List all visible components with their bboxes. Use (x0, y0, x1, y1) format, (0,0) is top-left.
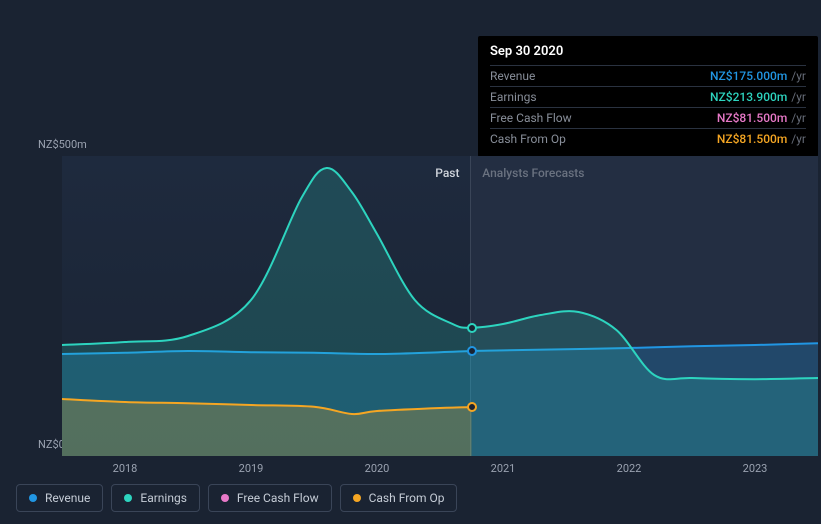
y-tick-max: NZ$500m (38, 138, 87, 151)
chart-marker (467, 402, 477, 412)
tooltip-metric-unit: /yr (791, 90, 806, 104)
x-tick: 2022 (617, 462, 642, 475)
tooltip-metric-label: Earnings (490, 90, 537, 104)
chart-marker (467, 323, 477, 333)
tooltip-metric-unit: /yr (791, 111, 806, 125)
x-tick: 2020 (365, 462, 390, 475)
past-label: Past (435, 166, 459, 180)
chart-marker (467, 346, 477, 356)
y-tick-min: NZ$0 (38, 438, 65, 451)
tooltip-row: Free Cash Flow NZ$81.500m/yr (490, 107, 806, 128)
legend-swatch (353, 494, 361, 502)
tooltip-metric-value: NZ$81.500m (717, 111, 787, 125)
legend-swatch (124, 494, 132, 502)
tooltip-row: Earnings NZ$213.900m/yr (490, 86, 806, 107)
tooltip-metric-label: Cash From Op (490, 132, 566, 146)
legend-label: Earnings (140, 491, 187, 505)
legend-item[interactable]: Earnings (111, 484, 200, 512)
legend-item[interactable]: Cash From Op (340, 484, 458, 512)
x-tick: 2019 (239, 462, 264, 475)
x-tick: 2023 (743, 462, 768, 475)
tooltip-row: Revenue NZ$175.000m/yr (490, 65, 806, 86)
tooltip-metric-label: Free Cash Flow (490, 111, 572, 125)
tooltip-metric-value: NZ$81.500m (717, 132, 787, 146)
chart-tooltip: Sep 30 2020 RevenueNZ$175.000m/yrEarning… (478, 36, 818, 157)
plot-area[interactable] (62, 156, 818, 456)
tooltip-metric-label: Revenue (490, 69, 535, 83)
tooltip-metric-value: NZ$213.900m (710, 90, 787, 104)
x-tick: 2021 (491, 462, 516, 475)
legend-label: Free Cash Flow (237, 491, 319, 505)
financial-chart: Sep 30 2020 RevenueNZ$175.000m/yrEarning… (16, 16, 805, 508)
tooltip-metric-value: NZ$175.000m (710, 69, 787, 83)
legend-swatch (29, 494, 37, 502)
legend-item[interactable]: Revenue (16, 484, 103, 512)
x-tick: 2018 (113, 462, 138, 475)
legend-item[interactable]: Free Cash Flow (208, 484, 332, 512)
tooltip-metric-unit: /yr (791, 69, 806, 83)
legend-label: Cash From Op (369, 491, 445, 505)
legend-swatch (221, 494, 229, 502)
tooltip-metric-unit: /yr (791, 132, 806, 146)
legend-label: Revenue (45, 491, 90, 505)
chart-lines (62, 156, 818, 456)
forecast-label: Analysts Forecasts (482, 166, 584, 180)
x-axis: 2018 2019 2020 2021 2022 2023 (62, 462, 818, 482)
tooltip-row: Cash From Op NZ$81.500m/yr (490, 128, 806, 149)
legend: Revenue Earnings Free Cash Flow Cash From O… (16, 484, 457, 512)
tooltip-date: Sep 30 2020 (490, 44, 806, 59)
